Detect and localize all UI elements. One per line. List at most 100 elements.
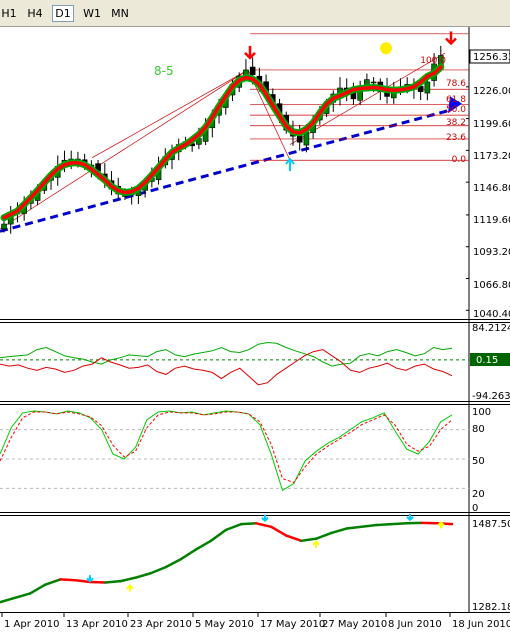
moving-average-panel [0, 513, 454, 604]
candle-body [370, 81, 377, 84]
ma-min-label: 1282.182 [472, 602, 510, 613]
timeframe-mn-button[interactable]: MN [111, 7, 129, 20]
stoch-level-label: 0 [472, 503, 478, 514]
price-label: 1146.80 [473, 183, 510, 194]
stochastic-panel [0, 410, 469, 492]
ma-signal-icon [406, 516, 414, 522]
osc-min-label: -94.2632 [472, 391, 510, 402]
ma-segment [224, 522, 243, 532]
ma-segment [330, 527, 348, 535]
date-label: 17 May 2010 [260, 619, 325, 630]
signal-dot-icon [380, 42, 392, 55]
ma-segment [13, 592, 32, 600]
ma-segment [254, 522, 273, 529]
date-label: 27 May 2010 [322, 619, 387, 630]
timeframe-d1-button[interactable]: D1 [52, 5, 74, 22]
buy-arrow-icon [285, 157, 295, 165]
price-label: 1119.60 [473, 215, 510, 226]
osc-level-badge [470, 353, 510, 366]
ma-max-label: 1487.501 [472, 519, 510, 530]
price-label: 1093.20 [473, 247, 510, 258]
wave-label: 8-5 [154, 64, 174, 78]
channel-line [0, 69, 249, 230]
support-trendline [0, 108, 453, 233]
date-label: 23 Apr 2010 [130, 619, 192, 630]
ma-segment [360, 523, 378, 529]
price-label: 1066.80 [473, 280, 510, 291]
candle-body [303, 132, 310, 146]
ma-segment [164, 557, 183, 569]
candle-body [424, 81, 431, 94]
ma-segment [209, 528, 228, 543]
price-label: 1226.00 [473, 86, 510, 97]
oscillator-panel [0, 341, 469, 386]
date-label: 18 Jun 2010 [452, 619, 510, 630]
sell-arrow-icon [244, 52, 256, 60]
ma-signal-icon [126, 584, 134, 590]
current-price-label: 1256.33 [473, 52, 510, 63]
ma-segment [28, 583, 47, 595]
stochastic-signal-line [0, 411, 453, 484]
fib-level-label: 38.2 [446, 118, 466, 128]
osc-max-label: 84.2124 [472, 323, 510, 334]
ma-segment [43, 578, 62, 586]
ma-signal-icon [437, 520, 445, 527]
stochastic-main-line [0, 410, 453, 492]
ma-signal-icon [261, 516, 269, 523]
channel-line [91, 69, 249, 159]
ma-segment [179, 548, 198, 561]
sell-arrow-icon [445, 37, 457, 46]
oscillator-line-red [0, 349, 453, 386]
ma-segment [239, 522, 258, 526]
price-label: 1199.60 [473, 119, 510, 130]
main-panel [0, 27, 469, 319]
ma-segment [134, 572, 152, 579]
timeframe-h4-button[interactable]: H4 [27, 7, 43, 20]
stoch-level-label: 100 [472, 407, 491, 418]
ma-segment [269, 525, 288, 537]
fib-level-label: 61.8 [446, 95, 466, 105]
ma-signal-icon [312, 540, 320, 546]
candlestick-panel [0, 31, 469, 311]
current-price-badge [469, 49, 510, 64]
timeframe-toolbar: H1 H4 D1 W1 MN [0, 0, 510, 27]
ma-segment [345, 525, 363, 530]
timeframe-w1-button[interactable]: W1 [83, 7, 101, 20]
fib-level-label: 100.0 [420, 56, 446, 66]
osc-level-label: 0.15 [476, 355, 498, 366]
oscillator-line-green [0, 341, 453, 367]
ma-segment [104, 579, 122, 584]
moving-average-line [2, 65, 443, 220]
ma-segment [74, 579, 92, 584]
price-label: 1173.20 [473, 151, 510, 162]
ma-segment [315, 531, 333, 540]
date-label: 1 Apr 2010 [4, 619, 59, 630]
ma-segment [375, 522, 393, 527]
fib-level-label: 0.0 [452, 155, 467, 165]
stoch-level-label: 50 [472, 456, 485, 467]
fib-level-label: 50.0 [446, 105, 466, 115]
ma-segment [119, 576, 137, 583]
date-label: 8 Jun 2010 [388, 619, 442, 630]
stoch-level-label: 80 [472, 424, 485, 435]
stoch-level-label: 20 [472, 489, 485, 500]
fib-level-label: 23.6 [446, 133, 466, 143]
ma-segment [285, 534, 303, 543]
candle-body [249, 66, 256, 76]
ma-segment [59, 578, 77, 582]
ma-segment [0, 596, 17, 604]
candle-body [1, 223, 7, 230]
price-chart[interactable]: 1226.00 1199.60 1173.20 1146.80 1119.60 … [0, 27, 510, 636]
ma-signal-icon [86, 577, 94, 583]
ma-segment [300, 537, 318, 543]
fib-level-label: 78.6 [446, 79, 466, 89]
ma-segment [390, 522, 409, 526]
ma-segment [149, 565, 167, 575]
ma-segment [194, 539, 213, 551]
price-label: 1040.40 [473, 309, 510, 320]
time-axis: 1 Apr 2010 13 Apr 2010 23 Apr 2010 5 May 20… [1, 613, 510, 630]
date-label: 13 Apr 2010 [66, 619, 128, 630]
date-label: 5 May 2010 [195, 619, 254, 630]
timeframe-h1-button[interactable]: H1 [1, 7, 17, 20]
trend-arrowhead-icon [448, 96, 462, 114]
